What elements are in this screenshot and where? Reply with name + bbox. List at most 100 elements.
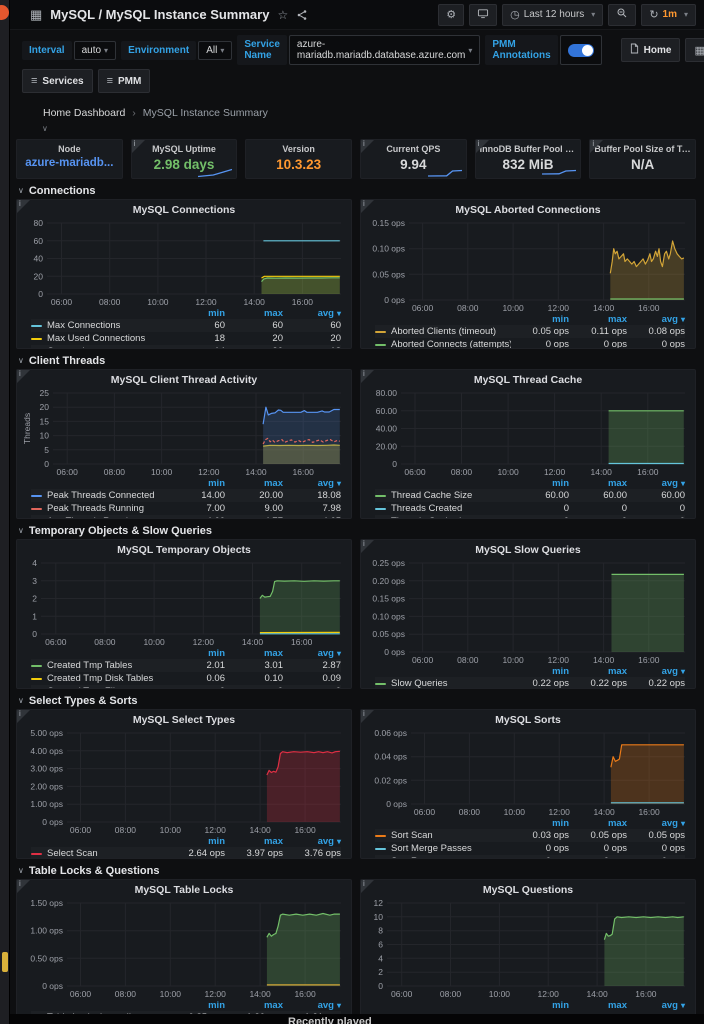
legend-col-max[interactable]: max [263,836,283,847]
dashboard-title[interactable]: MySQL / MySQL Instance Summary [50,7,270,22]
legend-col-avg[interactable]: avg ▾ [317,836,341,847]
legend-row[interactable]: Max Used Connections 18 20 20 [31,332,341,345]
legend-col-max[interactable]: max [607,666,627,677]
legend-col-avg[interactable]: avg ▾ [661,666,685,677]
panel-title[interactable]: MySQL Questions [482,884,574,896]
collapsed-row-toggle[interactable]: ∨ [42,124,48,133]
section-header-table-locks-questions[interactable]: ∨ Table Locks & Questions [18,864,160,877]
nav-query-analytics-button[interactable]: ▦ Query Analytics [685,38,704,62]
info-icon[interactable]: i [17,200,30,213]
legend-row[interactable]: Sort Merge Passes 0 ops 0 ops 0 ops [375,842,685,855]
legend-row[interactable]: Peak Threads Running 7.00 9.00 7.98 [31,502,341,515]
nav-services-button[interactable]: ≡ Services [22,69,93,93]
node-link[interactable]: azure-mariadb... [25,157,114,169]
zoom-out-button[interactable] [608,3,637,26]
legend-col-min[interactable]: min [552,1000,569,1011]
info-icon[interactable]: i [361,200,374,213]
section-header-connections[interactable]: ∨ Connections [18,184,96,197]
legend-row[interactable]: Peak Threads Connected 14.00 20.00 18.08 [31,489,341,502]
service-name-select[interactable]: azure-mariadb.mariadb.database.azure.com… [288,35,481,65]
legend-col-max[interactable]: max [607,478,627,489]
chart[interactable]: 0 ops 0.05 ops 0.10 ops 0.15 ops 06:00 08:00 1… [367,218,689,313]
tv-mode-button[interactable] [469,3,498,26]
legend-row[interactable]: Slow Queries 0.22 ops 0.22 ops 0.22 ops [375,677,685,688]
nav-pmm-button[interactable]: ≡ PMM [97,69,151,93]
legend-row[interactable]: Select Scan 2.64 ops 3.97 ops 3.76 ops [31,847,341,858]
legend-col-max[interactable]: max [263,308,283,319]
share-icon[interactable] [296,9,308,21]
time-range-picker[interactable]: ◷ Last 12 hours ▾ [502,3,604,26]
chart[interactable]: 0 20 40 60 80 06:00 08:00 10:00 12:00 14:00 16:00 [23,218,345,307]
chart[interactable]: 0 ops 1.00 ops 2.00 ops 3.00 ops 4.00 ops 5.0… [23,728,345,835]
legend-col-avg[interactable]: avg ▾ [317,1000,341,1011]
chart[interactable]: 0 ops 0.02 ops 0.04 ops 0.06 ops 06:00 08:00 1… [367,728,689,817]
legend-col-avg[interactable]: avg ▾ [317,478,341,489]
legend-col-avg[interactable]: avg ▾ [317,308,341,319]
legend-col-max[interactable]: max [607,818,627,829]
refresh-button[interactable]: ↻ 1m ▾ [641,3,696,26]
nav-home-button[interactable]: Home [620,38,681,62]
legend-col-min[interactable]: min [552,314,569,325]
legend-col-avg[interactable]: avg ▾ [661,1000,685,1011]
chart[interactable]: 0 1 2 3 4 06:00 08:00 10:00 12:00 14:00 16:00 [23,558,345,647]
info-icon[interactable]: i [17,370,30,383]
legend-row[interactable]: Max Connections 60 60 60 [31,319,341,332]
legend-col-avg[interactable]: avg ▾ [661,818,685,829]
info-icon[interactable]: i [17,710,30,723]
legend-col-min[interactable]: min [552,818,569,829]
legend-col-max[interactable]: max [263,1000,283,1011]
panel-title[interactable]: MySQL Sorts [495,714,561,726]
panel-title[interactable]: MySQL Client Thread Activity [110,374,258,386]
legend-col-max[interactable]: max [607,1000,627,1011]
interval-select[interactable]: auto ▾ [73,40,117,60]
legend-col-min[interactable]: min [208,836,225,847]
info-icon[interactable]: i [131,140,145,153]
chart[interactable]: 0 5 10 15 20 25 06:00 08:00 10:00 12:00 14:00 16:00… [22,388,345,477]
legend-col-min[interactable]: min [208,648,225,659]
panel-title[interactable]: MySQL Thread Cache [473,374,583,386]
info-icon[interactable]: i [361,880,374,893]
legend-col-avg[interactable]: avg ▾ [317,648,341,659]
info-icon[interactable]: i [361,540,374,553]
dashboard-grid-icon[interactable]: ▦ [30,6,43,22]
info-icon[interactable]: i [361,710,374,723]
info-icon[interactable]: i [17,880,30,893]
legend-row[interactable]: Created Tmp Files 000 [31,685,341,688]
panel-title[interactable]: MySQL Table Locks [134,884,234,896]
chart[interactable]: 0 2 4 6 8 10 12 06:00 08:00 10:00 12:00 14:00 16:00 [367,898,689,999]
legend-row[interactable]: Created Tmp Disk Tables 0.06 0.10 0.09 [31,672,341,685]
legend-row[interactable]: Created Tmp Tables 2.01 3.01 2.87 [31,659,341,672]
chart[interactable]: 0 ops 0.05 ops 0.10 ops 0.15 ops 0.20 ops 0.2… [367,558,689,665]
legend-row[interactable]: Avg Threads Running 4.604.774.65 [31,515,341,518]
info-icon[interactable]: i [360,140,374,153]
section-header-client-threads[interactable]: ∨ Client Threads [18,354,106,367]
legend-col-avg[interactable]: avg ▾ [661,314,685,325]
breadcrumb-home-dashboard[interactable]: Home Dashboard [43,107,126,119]
info-icon[interactable]: i [590,140,604,153]
chart[interactable]: 0 ops 0.50 ops 1.00 ops 1.50 ops 06:00 08:00 1… [23,898,345,999]
panel-title[interactable]: MySQL Select Types [132,714,236,726]
legend-row[interactable]: Sort Scan 0.03 ops 0.05 ops 0.05 ops [375,829,685,842]
panel-title[interactable]: MySQL Slow Queries [475,544,581,556]
chart[interactable]: 0 20.00 40.00 60.00 80.00 06:00 08:00 10:00 12:0… [367,388,689,477]
legend-row[interactable]: Aborted Connects (attempts) 0 ops 0 ops 0 … [375,338,685,348]
panel-title[interactable]: MySQL Aborted Connections [455,204,601,216]
legend-col-avg[interactable]: avg ▾ [661,478,685,489]
legend-row[interactable]: Threads Cached 000 [375,515,685,518]
legend-row[interactable]: Connections 142018 [31,345,341,348]
legend-col-min[interactable]: min [208,1000,225,1011]
environment-select[interactable]: All ▾ [198,40,233,60]
legend-col-max[interactable]: max [607,314,627,325]
panel-title[interactable]: MySQL Connections [132,204,236,216]
legend-col-min[interactable]: min [552,666,569,677]
legend-col-min[interactable]: min [208,308,225,319]
legend-row[interactable]: Aborted Clients (timeout) 0.05 ops 0.11 o… [375,325,685,338]
star-icon[interactable]: ☆ [277,7,289,22]
legend-col-min[interactable]: min [208,478,225,489]
pmm-annotations-toggle[interactable] [567,43,594,57]
legend-col-min[interactable]: min [552,478,569,489]
section-header-select-types-sorts[interactable]: ∨ Select Types & Sorts [18,694,138,707]
legend-col-max[interactable]: max [263,478,283,489]
